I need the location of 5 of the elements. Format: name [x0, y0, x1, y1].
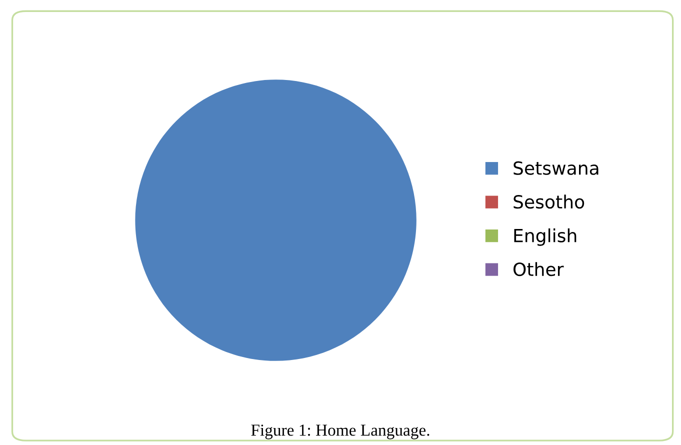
legend-label: Setswana	[514, 161, 598, 175]
legend-label: Other	[514, 262, 564, 276]
legend-label: Sesotho	[514, 194, 584, 209]
legend-label: English	[514, 228, 576, 246]
caption: Figure 1: Home Language.	[251, 424, 430, 440]
